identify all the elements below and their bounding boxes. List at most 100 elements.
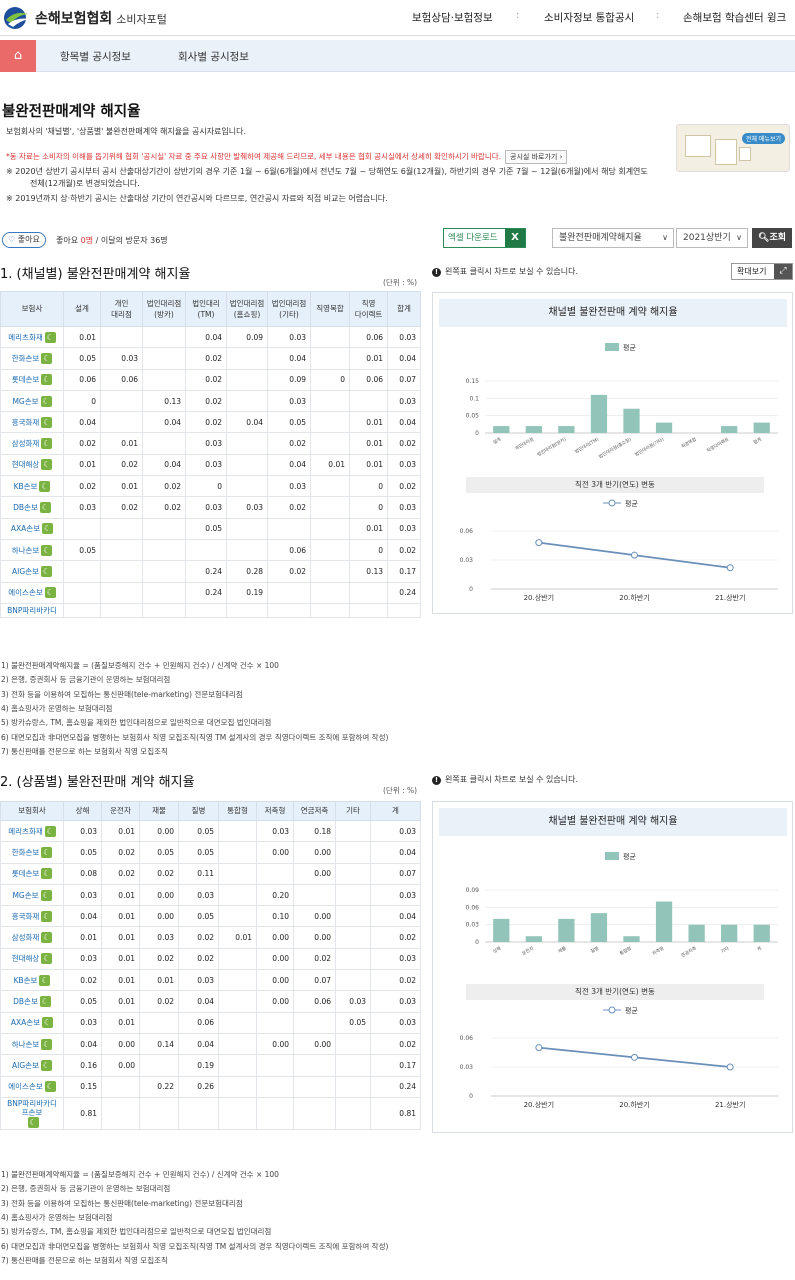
company-info-icon[interactable]: ☾ [39,502,51,514]
bar[interactable] [590,913,608,942]
data-point[interactable] [535,1044,543,1052]
company-info-icon[interactable]: ☾ [41,910,53,922]
period-select[interactable]: 2021상반기 ∨ [676,228,748,248]
company-info-icon[interactable]: ☾ [44,331,56,343]
table-row[interactable]: 흥국화재 ☾ 0.04 0.04 0.02 0.04 0.05 0.01 0.04 [0,411,421,434]
company-info-icon[interactable]: ☾ [41,352,53,364]
company-name[interactable]: 한화손보 [11,353,40,363]
brand-name[interactable]: 손해보험협회 소비자포털 [35,11,167,27]
company-info-icon[interactable]: ☾ [41,459,53,471]
company-cell[interactable]: 흥국화재 ☾ [0,411,64,434]
table-row[interactable]: 롯데손보 ☾ 0.06 0.06 0.02 0.09 0 0.06 0.07 [0,368,421,391]
table-row[interactable]: 메리츠화재 ☾ 0.03 0.01 0.00 0.05 0.03 0.18 0.03 [0,819,421,843]
table-row[interactable]: BNP파리바카디 프손보☾ 0.81 0.81 [0,1096,421,1130]
table-row[interactable]: 삼성화재 ☾ 0.02 0.01 0.03 0.02 0.01 0.02 [0,432,421,455]
line-chart[interactable]: 평균 0 0.03 0.06 20.상반기 20.하반기 21.상반기 [433,1000,793,1118]
tab-item-disclosure[interactable]: 항목별 공시정보 [60,51,131,63]
company-info-icon[interactable]: ☾ [42,1017,54,1029]
company-cell[interactable]: 현대해상 ☾ [0,947,64,971]
company-info-icon[interactable]: ☾ [39,480,51,492]
company-cell[interactable]: 한화손보 ☾ [0,841,64,864]
table-row[interactable]: 현대해상 ☾ 0.01 0.02 0.04 0.03 0.04 0.01 0.01 0.03 [0,453,421,477]
company-info-icon[interactable]: ☾ [41,438,53,450]
table-row[interactable]: 메리츠화재 ☾ 0.01 0.04 0.09 0.03 0.06 0.03 [0,325,421,349]
company-cell[interactable]: 현대해상 ☾ [0,453,64,477]
data-point[interactable] [631,551,638,559]
company-cell[interactable]: 메리츠화재 ☾ [0,325,64,349]
bar[interactable] [525,936,542,942]
company-cell[interactable]: 삼성화재 ☾ [0,432,64,455]
nav-insurance-consult[interactable]: 보험상담·보험정보 [412,12,493,24]
company-cell[interactable]: 에이스손보 ☾ [0,581,64,604]
data-point[interactable] [631,1053,638,1061]
company-name[interactable]: 에이스손보 [8,1082,43,1092]
like-button[interactable]: ♡ 좋아요 [2,232,46,248]
company-cell[interactable]: 삼성화재 ☾ [0,926,64,949]
company-info-icon[interactable]: ☾ [41,416,53,428]
company-cell[interactable]: BNP파리바카디 프손보☾ [0,1096,64,1130]
company-name[interactable]: MG손보 [12,890,39,900]
company-name[interactable]: 현대해상 [11,460,40,470]
company-cell[interactable]: 하나손보 ☾ [0,538,64,562]
company-info-icon[interactable]: ☾ [40,395,52,407]
company-name[interactable]: 에이스손보 [8,588,43,598]
company-info-icon[interactable]: ☾ [41,953,53,965]
company-cell[interactable]: AXA손보 ☾ [0,1011,64,1034]
line-chart[interactable]: 평균 0 0.03 0.06 20.상반기 20.하반기 21.상반기 [433,493,793,611]
company-name[interactable]: AIG손보 [12,566,39,576]
company-name[interactable]: 하나손보 [11,545,40,555]
table-row[interactable]: 현대해상 ☾ 0.03 0.01 0.02 0.02 0.00 0.02 0.03 [0,947,421,971]
company-info-icon[interactable]: ☾ [44,1081,56,1093]
table-row[interactable]: BNP파리바카디 [0,602,421,618]
company-cell[interactable]: 하나손보 ☾ [0,1032,64,1056]
company-name[interactable]: KB손보 [13,975,38,985]
bar[interactable] [721,426,738,433]
tab-company-disclosure[interactable]: 회사별 공시정보 [178,51,249,63]
company-info-icon[interactable]: ☾ [39,996,51,1008]
bar[interactable] [493,426,510,433]
company-info-icon[interactable]: ☾ [40,565,52,577]
nav-consumer-disclosure[interactable]: 소비자정보 통합공시 [544,12,635,24]
table-row[interactable]: KB손보 ☾ 0.02 0.01 0.02 0 0.03 0 0.02 [0,475,421,498]
company-name[interactable]: 롯데손보 [11,869,40,879]
zoom-button[interactable]: 확대보기 ⤢ [731,263,793,280]
table-row[interactable]: AXA손보 ☾ 0.03 0.01 0.06 0.05 0.03 [0,1011,421,1034]
company-info-icon[interactable]: ☾ [41,374,53,386]
company-name[interactable]: DB손보 [13,997,38,1007]
company-name[interactable]: 하나손보 [11,1039,40,1049]
table-row[interactable]: 에이스손보 ☾ 0.15 0.22 0.26 0.24 [0,1075,421,1098]
table-row[interactable]: 하나손보 ☾ 0.05 0.06 0 0.02 [0,538,421,562]
home-icon[interactable]: ⌂ [0,40,36,72]
company-name[interactable]: 한화손보 [11,847,40,857]
bar[interactable] [655,422,673,433]
company-info-icon[interactable]: ☾ [41,932,53,944]
bar[interactable] [721,924,738,942]
table-row[interactable]: AXA손보 ☾ 0.05 0.01 0.03 [0,517,421,540]
table-row[interactable]: KB손보 ☾ 0.02 0.01 0.01 0.03 0.00 0.07 0.02 [0,969,421,992]
company-name[interactable]: 흥국화재 [11,911,40,921]
company-name[interactable]: AXA손보 [10,524,41,534]
table-row[interactable]: AIG손보 ☾ 0.16 0.00 0.19 0.17 [0,1054,421,1077]
nav-learning-center[interactable]: 손해보험 학습센터 윙크 [683,12,787,24]
company-info-icon[interactable]: ☾ [42,523,54,535]
bar[interactable] [753,924,770,942]
company-name[interactable]: 삼성화재 [11,439,40,449]
company-cell[interactable]: KB손보 ☾ [0,969,64,992]
data-point[interactable] [726,564,734,572]
company-name[interactable]: BNP파리바카디 [7,606,57,616]
menu-thumbnail[interactable]: 전체 메뉴보기 [676,124,790,172]
table-row[interactable]: 흥국화재 ☾ 0.04 0.01 0.00 0.05 0.10 0.00 0.04 [0,905,421,928]
table-row[interactable]: 한화손보 ☾ 0.05 0.02 0.05 0.05 0.00 0.00 0.04 [0,841,421,864]
company-name[interactable]: AXA손보 [10,1018,41,1028]
table-row[interactable]: DB손보 ☾ 0.05 0.01 0.02 0.04 0.00 0.06 0.03 0.03 [0,990,421,1013]
company-name[interactable]: 메리츠화재 [8,332,43,342]
company-cell[interactable]: 한화손보 ☾ [0,347,64,370]
data-point[interactable] [535,539,543,547]
table-row[interactable]: 삼성화재 ☾ 0.01 0.01 0.03 0.02 0.01 0.00 0.00 0.02 [0,926,421,949]
company-info-icon[interactable]: ☾ [44,587,56,599]
company-cell[interactable]: KB손보 ☾ [0,475,64,498]
table-row[interactable]: 롯데손보 ☾ 0.08 0.02 0.02 0.11 0.00 0.07 [0,862,421,885]
bar[interactable] [558,918,575,942]
company-name[interactable]: 롯데손보 [11,375,40,385]
